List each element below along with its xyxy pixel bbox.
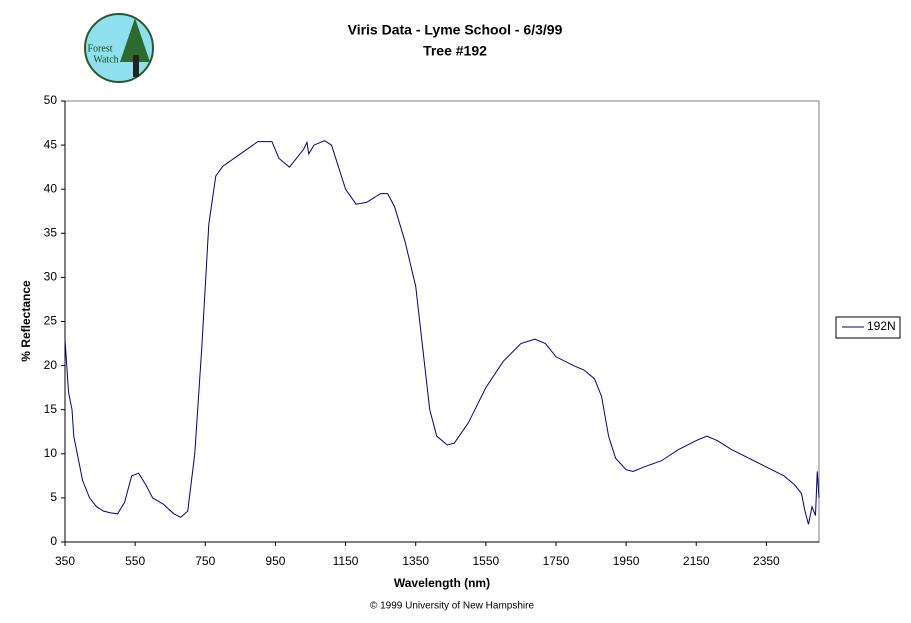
x-axis-label: Wavelength (nm) [394,576,490,590]
x-tick-label: 2150 [683,554,710,568]
x-tick-label: 2350 [753,554,780,568]
plot-frame [64,100,820,543]
footer: © 1999 University of New Hampshire [370,601,535,612]
x-tick-label: 350 [55,554,75,568]
x-tick-label: 1350 [402,554,429,568]
line-series [64,140,820,525]
legend-label: 192N [867,319,896,333]
y-tick-label: 50 [44,93,58,107]
logo-text: Watch [93,54,118,65]
legend-box [835,316,901,339]
y-tick-label: 20 [44,358,58,372]
x-tick-label: 1550 [472,554,499,568]
x-tick-label: 950 [265,554,285,568]
logo-tree [120,18,150,62]
logo-trunk [133,55,139,77]
x-tick-label: 1950 [613,554,640,568]
y-tick-label: 45 [44,137,58,151]
y-tick-label: 0 [50,534,57,548]
x-tick-label: 750 [195,554,215,568]
y-tick-label: 10 [44,446,58,460]
x-tick-label: 550 [125,554,145,568]
chart-subtitle: Tree #192 [423,43,487,59]
x-tick-label: 1750 [543,554,570,568]
x-tick-label: 1150 [333,554,359,568]
y-tick-label: 5 [50,490,57,504]
y-tick-label: 30 [44,270,58,284]
y-tick-label: 25 [44,314,58,328]
logo: Forest Watch [84,13,154,83]
logo-text: Forest [88,43,113,54]
y-tick-label: 40 [44,181,58,195]
y-axis-label: % Reflectance [19,280,33,362]
y-tick-label: 35 [44,225,58,239]
y-tick-label: 15 [44,402,58,416]
chart-title: Viris Data - Lyme School - 6/3/99 [348,22,563,38]
